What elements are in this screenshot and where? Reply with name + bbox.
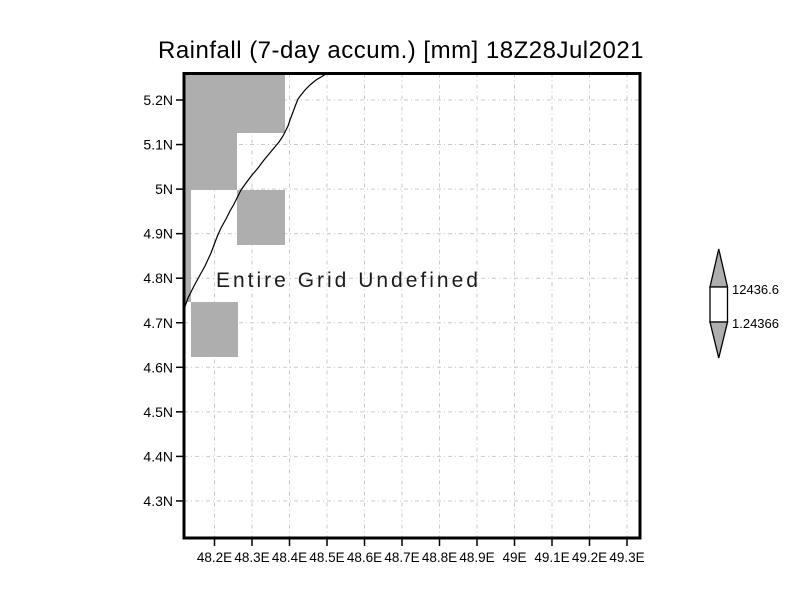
x-tick-label: 49E: [502, 550, 526, 565]
colorbar-down-arrow: [709, 321, 729, 359]
x-tick-label: 49.1E: [534, 550, 569, 565]
x-tick-label: 48.9E: [459, 550, 494, 565]
colorbar-box: [709, 286, 729, 323]
x-tick-label: 48.3E: [234, 550, 269, 565]
colorbar-up-arrow: [709, 248, 729, 288]
y-tick-label: 4.7N: [143, 315, 173, 331]
x-tick-label: 48.4E: [272, 550, 307, 565]
colorbar-max-label: 12436.6: [732, 282, 779, 297]
y-tick-label: 4.6N: [143, 359, 173, 375]
shaded-grid-cell: [237, 190, 285, 245]
y-tick-label: 5.1N: [143, 137, 173, 153]
x-tick-label: 49.2E: [572, 550, 607, 565]
x-tick-label: 48.5E: [309, 550, 344, 565]
y-tick-label: 5N: [155, 181, 173, 197]
undefined-message: Entire Grid Undefined: [216, 269, 481, 292]
plot-border: [182, 72, 642, 540]
x-tick-label: 48.2E: [197, 550, 232, 565]
x-tick-label: 48.6E: [347, 550, 382, 565]
shaded-grid-cell: [191, 302, 238, 357]
x-tick-label: 48.7E: [384, 550, 419, 565]
y-tick-label: 5.2N: [143, 92, 173, 108]
x-tick-label: 48.8E: [422, 550, 457, 565]
y-tick-label: 4.9N: [143, 226, 173, 242]
shaded-grid-cell: [184, 133, 237, 190]
coastline: [182, 73, 327, 313]
y-tick-label: 4.5N: [143, 404, 173, 420]
y-tick-label: 4.3N: [143, 493, 173, 509]
x-tick-label: 49.3E: [609, 550, 644, 565]
colorbar-min-label: 1.24366: [732, 316, 779, 331]
shaded-grid-cell: [184, 190, 191, 302]
y-tick-label: 4.8N: [143, 270, 173, 286]
chart-title: Rainfall (7-day accum.) [mm] 18Z28Jul202…: [157, 37, 645, 64]
y-tick-label: 4.4N: [143, 448, 173, 464]
shaded-grid-cell: [184, 74, 285, 133]
